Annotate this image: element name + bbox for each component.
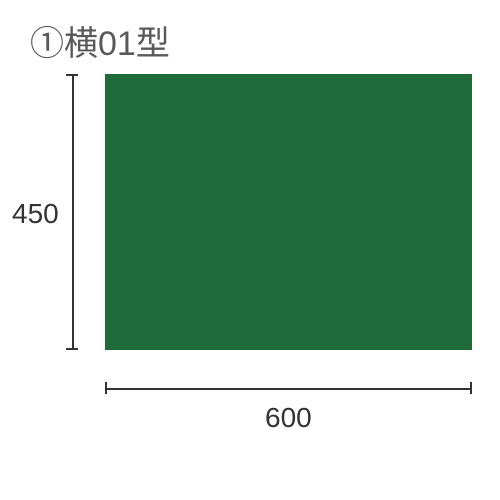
width-dim-cap-right [470, 382, 472, 394]
width-dim-line [105, 388, 472, 390]
figure-title: ①横01型 [30, 16, 170, 65]
width-dim-label: 600 [265, 402, 312, 434]
board-rectangle [105, 74, 472, 350]
height-dim-cap-bottom [66, 348, 78, 350]
height-dim-label: 450 [12, 198, 59, 230]
height-dim-line [72, 74, 74, 350]
height-dim-cap-top [66, 74, 78, 76]
width-dim-cap-left [105, 382, 107, 394]
